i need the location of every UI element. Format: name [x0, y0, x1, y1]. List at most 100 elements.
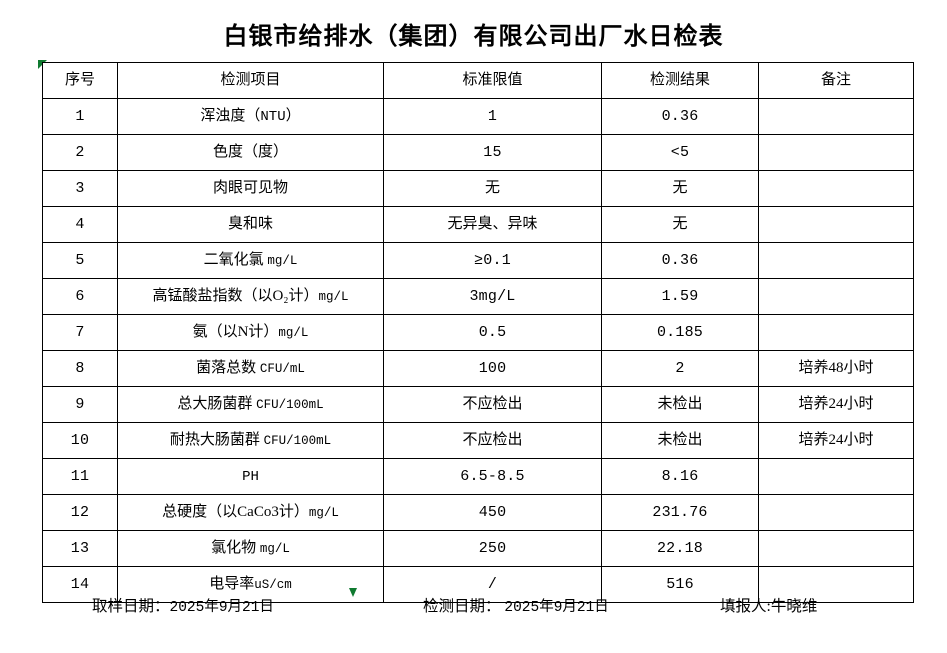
footer-author-value: 牛晓维 — [770, 598, 818, 615]
cell-result: 0.185 — [601, 314, 759, 351]
table-row: 1 浑浊度（NTU） 1 0.36 — [42, 98, 914, 135]
cell-item-unit: uS/cm — [254, 577, 292, 592]
cell-remark — [758, 530, 914, 567]
table-row: 4 臭和味 无异臭、异味无 — [42, 206, 914, 243]
table-header-row: 序号 检测项目 标准限值 检测结果 备注 — [42, 62, 914, 99]
table-row: 7 氨（以N计）mg/L 0.5 0.185 — [42, 314, 914, 351]
footer: 取样日期：2025年9月21日 检测日期： 2025年9月21日 填报人:牛晓维 — [42, 596, 913, 622]
cell-result: 516 — [601, 566, 759, 603]
table-row: 5 二氧化氯 mg/L ≥0.1 0.36 — [42, 242, 914, 279]
footer-test-date: 检测日期： 2025年9月21日 — [423, 596, 609, 619]
cell-item: 菌落总数 CFU/mL — [117, 350, 384, 387]
cell-limit: 3mg/L — [383, 278, 602, 315]
cell-item-unit: mg/L — [259, 541, 290, 556]
cell-limit: 0.5 — [383, 314, 602, 351]
cell-no: 7 — [42, 314, 118, 351]
cell-item-name: 高锰酸盐指数（以O₂计） — [152, 287, 319, 304]
footer-author-label: 填报人: — [720, 598, 771, 615]
footer-sample-date-value: 2025年9月21日 — [169, 600, 274, 616]
cell-result: 0.36 — [601, 98, 759, 135]
cell-limit: 250 — [383, 530, 602, 567]
cell-item: 肉眼可见物 — [117, 170, 384, 207]
cell-item: 氯化物 mg/L — [117, 530, 384, 567]
cell-item: 总大肠菌群 CFU/100mL — [117, 386, 384, 423]
cell-result: 无 — [601, 206, 759, 243]
cell-remark — [758, 170, 914, 207]
daily-inspection-table-wrapper: 序号 检测项目 标准限值 检测结果 备注 1 浑浊度（NTU） 1 0.36 2 色度（度… — [42, 62, 914, 603]
cell-item: 氨（以N计）mg/L — [117, 314, 384, 351]
cell-item-name: 氨（以N计） — [192, 323, 279, 340]
cell-remark — [758, 566, 914, 603]
cell-limit: 15 — [383, 134, 602, 171]
table-row: 11 PH 6.5-8.5 8.16 — [42, 458, 914, 495]
cell-item-name-suffix: ） — [285, 107, 301, 124]
cell-item-name: 浑浊度（ — [200, 107, 261, 124]
cell-item: 臭和味 — [117, 206, 384, 243]
cell-no: 13 — [42, 530, 118, 567]
cell-remark — [758, 98, 914, 135]
cell-result: <5 — [601, 134, 759, 171]
cell-item-name: 总硬度（以CaCo3计） — [162, 503, 309, 520]
cell-result: 231.76 — [601, 494, 759, 531]
cell-result: 22.18 — [601, 530, 759, 567]
cell-item-name: 氯化物 — [211, 539, 260, 556]
cell-item-unit: CFU/100mL — [263, 433, 332, 448]
footer-test-date-value: 2025年9月21日 — [504, 600, 609, 616]
cell-item-name: 色度（度） — [212, 144, 288, 160]
table-row: 14 电导率uS/cm/516 — [42, 566, 914, 603]
cell-no: 11 — [42, 458, 118, 495]
cell-remark — [758, 458, 914, 495]
cell-remark — [758, 206, 914, 243]
cell-remark — [758, 314, 914, 351]
cell-remark: 培养24小时 — [758, 386, 914, 423]
cell-item-unit: CFU/100mL — [256, 397, 324, 412]
cell-item-name: 臭和味 — [227, 216, 273, 232]
table-row: 13 氯化物 mg/L 250 22.18 — [42, 530, 914, 567]
cell-item: 高锰酸盐指数（以O₂计）mg/L — [117, 278, 384, 315]
cell-limit: 100 — [383, 350, 602, 387]
cell-result: 未检出 — [601, 386, 759, 423]
header-cell-item: 检测项目 — [117, 62, 384, 99]
cell-no: 10 — [42, 422, 118, 459]
cell-item-name: 菌落总数 — [196, 359, 260, 376]
cell-item-name: 二氧化氯 — [203, 251, 268, 268]
cell-result: 无 — [601, 170, 759, 207]
cell-item: 浑浊度（NTU） — [117, 98, 384, 135]
cell-item-unit: CFU/mL — [259, 361, 305, 376]
footer-test-date-label: 检测日期： — [423, 598, 501, 615]
cell-no: 5 — [42, 242, 118, 279]
cell-no: 1 — [42, 98, 118, 135]
cell-no: 3 — [42, 170, 118, 207]
cell-item-latin: NTU — [260, 108, 286, 125]
cell-result: 1.59 — [601, 278, 759, 315]
cell-limit: ≥0.1 — [383, 242, 602, 279]
cell-item-unit: mg/L — [318, 289, 349, 304]
cell-item-unit: mg/L — [267, 253, 298, 268]
cell-result: 8.16 — [601, 458, 759, 495]
cell-item-name: 总大肠菌群 — [177, 395, 257, 412]
cell-item: PH — [117, 458, 384, 495]
cell-remark — [758, 278, 914, 315]
table-row: 10 耐热大肠菌群 CFU/100mL 不应检出 未检出 培养24小时 — [42, 422, 914, 459]
table-body: 序号 检测项目 标准限值 检测结果 备注 1 浑浊度（NTU） 1 0.36 2 色度（度… — [42, 62, 914, 603]
cell-item: 二氧化氯 mg/L — [117, 242, 384, 279]
cell-item: 电导率uS/cm — [117, 566, 384, 603]
cell-no: 2 — [42, 134, 118, 171]
footer-author: 填报人:牛晓维 — [720, 596, 817, 618]
cell-limit: 不应检出 — [383, 386, 602, 423]
cell-limit: 不应检出 — [383, 422, 602, 459]
cell-remark — [758, 134, 914, 171]
cell-item-name: 电导率 — [209, 575, 255, 592]
table-row: 9 总大肠菌群 CFU/100mL 不应检出 未检出 培养24小时 — [42, 386, 914, 423]
table-row: 8 菌落总数 CFU/mL 100 2 培养48小时 — [42, 350, 914, 387]
cell-no: 9 — [42, 386, 118, 423]
header-cell-result: 检测结果 — [601, 62, 759, 99]
page-title: 白银市给排水（集团）有限公司出厂水日检表 — [223, 24, 724, 50]
cell-item-unit: mg/L — [308, 505, 339, 520]
cell-item-latin: PH — [242, 468, 259, 485]
daily-inspection-table: 序号 检测项目 标准限值 检测结果 备注 1 浑浊度（NTU） 1 0.36 2 色度（度… — [42, 62, 914, 603]
cell-limit: / — [383, 566, 602, 603]
cell-item-name: 耐热大肠菌群 — [169, 431, 264, 448]
cell-limit: 1 — [383, 98, 602, 135]
cell-result: 0.36 — [601, 242, 759, 279]
